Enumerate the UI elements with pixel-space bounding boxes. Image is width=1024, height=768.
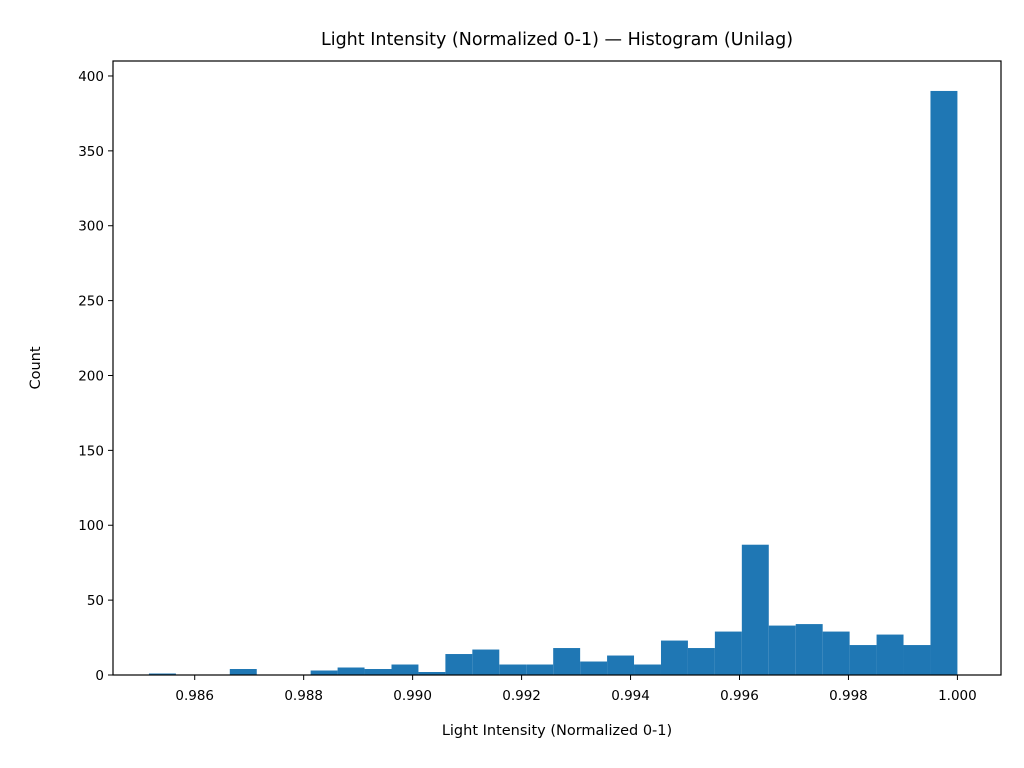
- y-tick-label: 0: [95, 668, 104, 684]
- plot-frame: [112, 60, 1002, 676]
- histogram-bar: [526, 664, 554, 675]
- histogram-bar: [714, 631, 742, 675]
- y-tick-label: 100: [78, 518, 104, 534]
- histogram-bar: [741, 544, 769, 675]
- histogram-bar: [364, 669, 392, 675]
- y-axis-title: Count: [28, 346, 44, 389]
- y-tick-label: 400: [78, 69, 104, 85]
- histogram-bar: [607, 655, 635, 675]
- histogram-bar: [903, 645, 931, 675]
- histogram-bar: [337, 667, 365, 675]
- histogram-bar: [687, 648, 715, 675]
- y-axis-ticks: 0 50 100 150 200 250 300 350 400: [78, 69, 113, 684]
- histogram-bar: [768, 625, 796, 675]
- x-tick-label: 0.998: [829, 688, 868, 704]
- histogram-bar: [876, 634, 904, 675]
- histogram-bar: [391, 664, 419, 675]
- x-axis-ticks: 0.986 0.988 0.990 0.992 0.994 0.996 0.998 1.000: [175, 675, 977, 704]
- y-tick-label: 200: [78, 368, 104, 384]
- histogram-bar: [472, 649, 500, 675]
- histogram-bar: [418, 672, 446, 675]
- y-tick-label: 150: [78, 443, 104, 459]
- histogram-bar: [849, 645, 877, 675]
- x-tick-label: 0.992: [502, 688, 541, 704]
- histogram-bar: [229, 669, 257, 675]
- y-tick-label: 50: [87, 593, 104, 609]
- x-tick-label: 0.996: [720, 688, 759, 704]
- histogram-bar: [822, 631, 850, 675]
- histogram-bar: [930, 90, 958, 675]
- histogram-bar: [553, 648, 581, 675]
- histogram-bar: [499, 664, 527, 675]
- x-tick-label: 1.000: [938, 688, 977, 704]
- x-tick-label: 0.990: [393, 688, 432, 704]
- x-tick-label: 0.986: [175, 688, 214, 704]
- histogram-bar: [795, 624, 823, 675]
- histogram-bar: [310, 670, 338, 675]
- x-tick-label: 0.988: [284, 688, 323, 704]
- histogram-bar: [580, 661, 608, 675]
- y-tick-label: 300: [78, 219, 104, 235]
- histogram-bar: [445, 654, 473, 675]
- y-tick-label: 350: [78, 144, 104, 160]
- histogram-bar: [660, 640, 688, 675]
- bars-group: [148, 90, 958, 675]
- x-tick-label: 0.994: [611, 688, 650, 704]
- histogram-bar: [634, 664, 661, 675]
- histogram-bar: [148, 673, 176, 675]
- y-tick-label: 250: [78, 294, 104, 310]
- chart-title: Light Intensity (Normalized 0-1) — Histo…: [321, 30, 793, 50]
- x-axis-title: Light Intensity (Normalized 0-1): [442, 723, 672, 739]
